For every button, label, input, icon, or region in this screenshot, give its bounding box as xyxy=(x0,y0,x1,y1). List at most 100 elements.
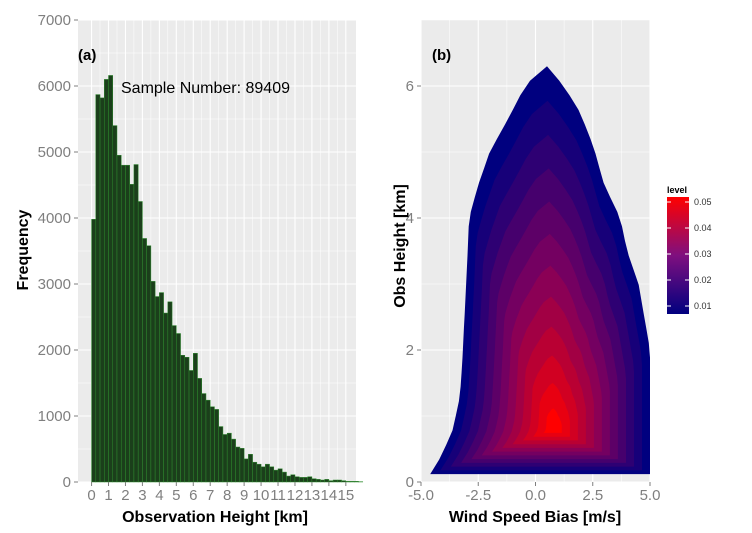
histogram-bar xyxy=(197,378,202,483)
histogram-bar xyxy=(99,97,105,483)
histogram-panel: 0 1 2 3 4 5 6 7 8 9 10 11 12 13 14 15 01000200030004000… xyxy=(15,12,364,526)
y-tick-label: 2000 xyxy=(38,342,71,359)
histogram-bar xyxy=(137,201,143,483)
x-tick-label: -2.5 xyxy=(465,487,491,504)
histogram-bar xyxy=(209,406,215,483)
legend-tick-label: 0.03 xyxy=(694,249,712,259)
histogram-bar xyxy=(214,409,219,483)
histogram-bar xyxy=(303,477,308,483)
histogram-bar xyxy=(120,164,126,483)
histogram-bar xyxy=(256,463,262,483)
x-tick-label: 3 xyxy=(138,487,146,504)
density-contours xyxy=(430,66,650,475)
histogram-bar xyxy=(294,476,300,483)
histogram-bar xyxy=(167,301,173,483)
histogram-bar xyxy=(91,219,97,483)
histogram-bar xyxy=(112,125,118,483)
y-tick-label: 0 xyxy=(406,474,414,491)
x-tick-label: 14 xyxy=(321,487,338,504)
histogram-bar xyxy=(116,155,122,483)
level-legend: level 0.05 0.04 0.03 0.02 0.01 xyxy=(667,185,712,314)
histogram-bar xyxy=(104,79,109,483)
histogram-bar xyxy=(277,468,283,483)
histogram-bar xyxy=(205,399,211,483)
y-tick-label: 4000 xyxy=(38,210,71,227)
histogram-bar xyxy=(265,463,270,483)
x-tick-label: 5.0 xyxy=(640,487,661,504)
histogram-bar xyxy=(282,471,287,483)
histogram-bar xyxy=(307,476,313,483)
histogram-bar xyxy=(260,466,266,483)
x-tick-label: 11 xyxy=(270,487,286,504)
x-tick-label: 9 xyxy=(240,487,248,504)
histogram-bar xyxy=(273,469,279,483)
histogram-bar xyxy=(311,478,317,483)
histogram-bar xyxy=(201,393,207,483)
histogram-bar xyxy=(180,355,186,483)
x-tick-label: 8 xyxy=(223,487,231,504)
histogram-bar xyxy=(328,480,334,483)
legend-tick-label: 0.02 xyxy=(694,275,712,285)
histogram-bar xyxy=(269,466,275,483)
histogram-bar xyxy=(108,75,113,483)
histogram-bar xyxy=(235,446,241,483)
density-y-axis-title: Obs Height [km] xyxy=(392,184,409,308)
histogram-bar xyxy=(176,333,181,483)
sample-number-annotation: Sample Number: 89409 xyxy=(121,80,290,97)
histogram-bar xyxy=(320,479,325,483)
histogram-bar xyxy=(159,292,164,483)
histogram-bar xyxy=(193,353,198,483)
y-tick-label: 1000 xyxy=(38,408,71,425)
histogram-bar xyxy=(286,475,291,483)
y-tick-label: 5000 xyxy=(38,144,71,161)
x-tick-label: 7 xyxy=(206,487,214,504)
histogram-bar xyxy=(171,325,177,483)
histogram-bar xyxy=(315,479,321,483)
histogram-y-ticks: 0 1000 2000 3000 4000 5000 6000 7000 xyxy=(38,12,78,491)
density-y-ticks: 0 2 4 6 xyxy=(406,78,421,491)
x-tick-label: 15 xyxy=(337,487,354,504)
y-tick-label: 6000 xyxy=(38,78,71,95)
x-tick-label: -5.0 xyxy=(408,487,434,504)
x-tick-label: 2 xyxy=(121,487,129,504)
histogram-bar xyxy=(222,434,228,483)
density-x-axis-title: Wind Speed Bias [m/s] xyxy=(449,509,621,526)
density-panel: -5.0 -2.5 0.0 2.5 5.0 0 2 4 6 (b) Wind Speed Bi… xyxy=(392,19,661,526)
histogram-bar xyxy=(150,281,156,483)
histogram-bar xyxy=(163,312,169,483)
legend-tick-label: 0.04 xyxy=(694,223,712,233)
y-tick-label: 6 xyxy=(406,78,414,95)
y-tick-label: 4 xyxy=(406,210,414,227)
histogram-bar xyxy=(239,448,245,483)
x-tick-label: 0 xyxy=(87,487,95,504)
legend-title: level xyxy=(667,185,687,195)
histogram-bar xyxy=(290,474,296,483)
histogram-bar xyxy=(129,184,135,483)
histogram-bar xyxy=(354,481,359,483)
histogram-bars xyxy=(91,75,364,483)
x-tick-label: 2.5 xyxy=(582,487,603,504)
legend-tick-label: 0.01 xyxy=(694,301,712,311)
y-tick-label: 2 xyxy=(406,342,414,359)
histogram-bar xyxy=(337,479,342,483)
histogram-x-axis-title: Observation Height [km] xyxy=(122,509,308,526)
histogram-bar xyxy=(146,245,152,483)
histogram-bar xyxy=(154,296,160,483)
histogram-bar xyxy=(298,477,304,483)
x-tick-label: 12 xyxy=(287,487,304,504)
histogram-y-axis-title: Frequency xyxy=(15,209,32,290)
x-tick-label: 1 xyxy=(104,487,112,504)
histogram-bar xyxy=(332,479,338,483)
histogram-bar xyxy=(248,454,253,483)
x-tick-label: 6 xyxy=(189,487,197,504)
x-tick-label: 10 xyxy=(253,487,270,504)
legend-tick-label: 0.05 xyxy=(694,197,712,207)
y-tick-label: 3000 xyxy=(38,276,71,293)
histogram-bar xyxy=(142,238,147,483)
histogram-bar xyxy=(218,426,224,483)
x-tick-label: 5 xyxy=(172,487,180,504)
x-tick-label: 0.0 xyxy=(525,487,546,504)
x-tick-label: 4 xyxy=(155,487,163,504)
panel-b-label: (b) xyxy=(432,47,451,64)
histogram-bar xyxy=(345,481,351,483)
